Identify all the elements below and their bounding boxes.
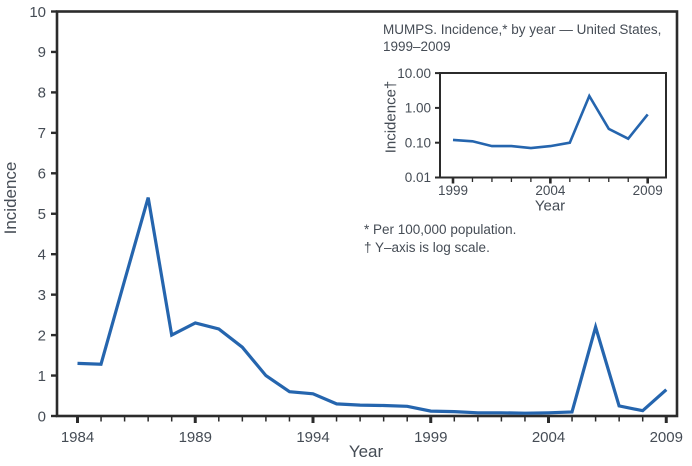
inset-x-axis-title: Year	[534, 197, 566, 215]
main-y-tick-label: 1	[38, 368, 46, 385]
main-x-tick-label: 2004	[532, 429, 565, 446]
main-x-tick-label: 1999	[414, 429, 447, 446]
main-x-tick-label: 1984	[61, 429, 94, 446]
main-data-line	[77, 197, 668, 415]
main-y-tick-label: 0	[38, 408, 46, 425]
footnote-log-scale: † Y–axis is log scale.	[364, 239, 490, 255]
main-y-tick-label: 7	[38, 125, 46, 142]
inset-x-tick-label: 2009	[633, 183, 663, 198]
inset-y-tick-label: 0.10	[405, 135, 431, 150]
inset-title-line-2: 1999–2009	[383, 39, 451, 54]
footnote-per-100000: * Per 100,000 population.	[364, 222, 517, 237]
main-y-tick-label: 4	[38, 246, 46, 263]
inset-title: MUMPS. Incidence,* by year — United Stat…	[383, 21, 673, 55]
inset-x-tick-label: 1999	[438, 183, 468, 198]
inset-y-tick-label: 0.01	[405, 170, 431, 185]
main-chart: 0 1 2 3 4 5 6 7 8 9 10 1984 1989 1994 1999 2004 2009	[29, 4, 683, 446]
main-y-tick-label: 9	[38, 44, 46, 61]
main-y-tick-label: 6	[38, 166, 46, 183]
inset-y-tick-label: 1.00	[405, 101, 431, 116]
main-x-axis-title: Year	[348, 442, 384, 461]
main-y-tick-label: 10	[29, 4, 46, 21]
main-x-tick-label: 1994	[296, 429, 329, 446]
main-y-tick-label: 5	[38, 206, 46, 223]
main-y-tick-label: 8	[38, 85, 46, 102]
inset-x-axis: 1999 2004 2009	[438, 177, 663, 198]
main-y-tick-label: 3	[38, 287, 46, 304]
main-y-tick-label: 2	[38, 327, 46, 344]
main-x-tick-label: 2009	[650, 429, 683, 446]
inset-title-line-1: MUMPS. Incidence,* by year — United Stat…	[383, 22, 662, 37]
main-y-axis: 0 1 2 3 4 5 6 7 8 9 10	[29, 4, 57, 425]
inset-y-tick-label: 10.00	[397, 66, 431, 81]
inset-x-tick-label: 2004	[535, 183, 566, 198]
main-y-axis-title: Incidence	[1, 161, 20, 235]
inset-y-axis-title: Incidence†	[382, 80, 400, 154]
inset-chart: 10.00 1.00 0.10 0.01 1999 2004 2009	[397, 66, 667, 198]
main-x-axis: 1984 1989 1994 1999 2004 2009	[61, 416, 683, 446]
inset-data-line	[452, 93, 649, 150]
inset-plot-frame	[439, 72, 667, 179]
footnotes: * Per 100,000 population. † Y–axis is lo…	[364, 221, 516, 256]
inset-y-axis: 10.00 1.00 0.10 0.01	[397, 66, 440, 185]
main-x-tick-label: 1989	[179, 429, 212, 446]
